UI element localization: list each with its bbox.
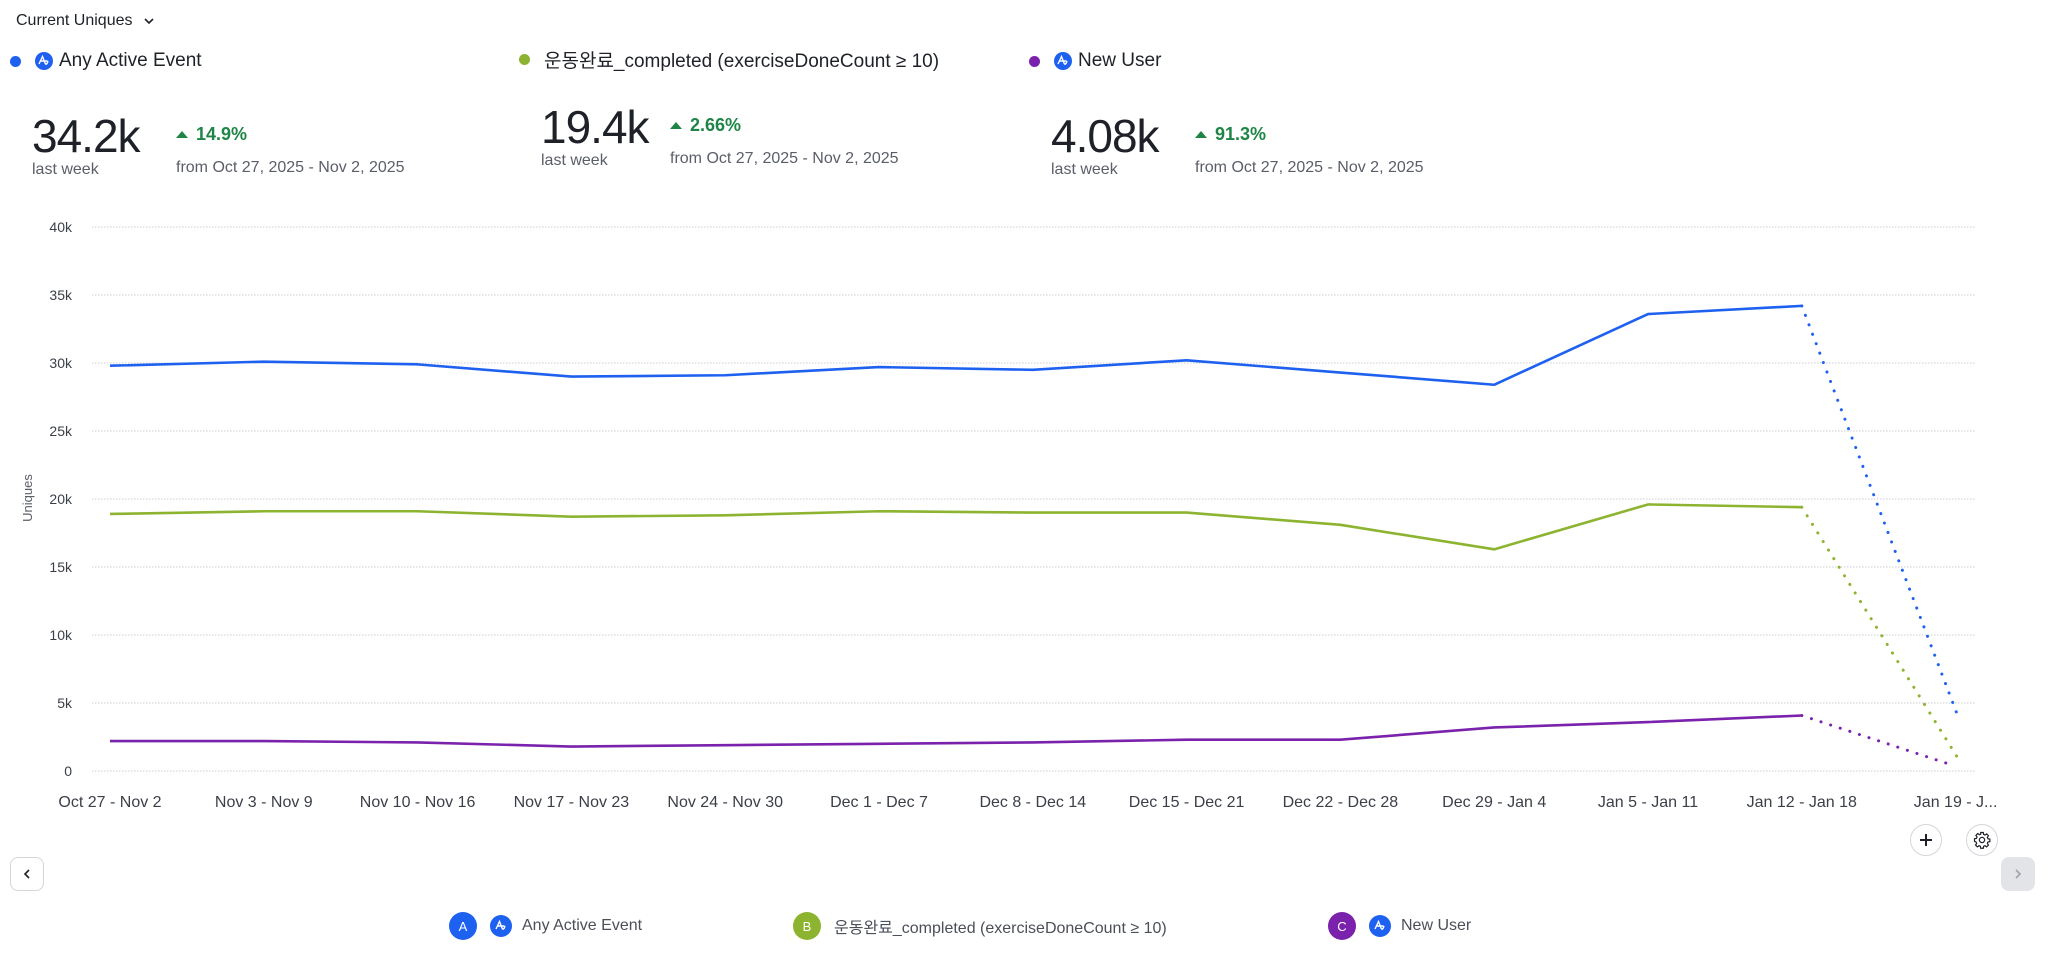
x-tick-label: Jan 5 - Jan 11 [1598, 794, 1698, 811]
kpi-a: 34.2k last week [32, 110, 141, 179]
y-tick-label: 10k [49, 627, 73, 643]
y-tick-label: 15k [49, 559, 73, 575]
x-tick-label: Jan 19 - J... [1914, 794, 1998, 811]
amplitude-event-icon [490, 915, 512, 937]
series-name: New User [1078, 50, 1162, 71]
x-tick-label: Nov 17 - Nov 23 [514, 794, 630, 811]
series-color-dot [519, 54, 530, 65]
legend-item-b[interactable]: B 운동완료_completed (exerciseDoneCount ≥ 10… [793, 912, 1167, 940]
series-color-dot [10, 55, 21, 67]
kpi-delta-a: 14.9% from Oct 27, 2025 - Nov 2, 2025 [176, 124, 405, 177]
series-header-c[interactable]: New User [1029, 50, 1161, 72]
series-badge: C [1328, 912, 1356, 940]
previous-page-button[interactable] [10, 857, 44, 891]
series-name: 운동완료_completed (exerciseDoneCount ≥ 10) [544, 51, 940, 72]
x-tick-label: Dec 15 - Dec 21 [1129, 794, 1245, 811]
arrow-up-icon [176, 131, 188, 138]
series-badge: A [449, 912, 477, 940]
arrow-up-icon [1195, 131, 1207, 138]
y-tick-label: 40k [49, 219, 73, 235]
settings-button[interactable] [1966, 824, 1998, 856]
delta-percent: 14.9% [196, 124, 248, 144]
x-tick-label: Dec 1 - Dec 7 [830, 794, 928, 811]
plus-icon [1920, 834, 1932, 846]
y-tick-label: 25k [49, 423, 73, 439]
chevron-left-icon [23, 869, 30, 879]
kpi-delta-c: 91.3% from Oct 27, 2025 - Nov 2, 2025 [1195, 124, 1424, 177]
x-tick-label: Nov 24 - Nov 30 [667, 794, 783, 811]
legend-item-a[interactable]: A Any Active Event [449, 912, 642, 940]
series-incomplete-segment [1800, 505, 1959, 758]
x-tick-label: Jan 12 - Jan 18 [1747, 794, 1857, 811]
kpi-value: 34.2k [32, 110, 141, 162]
y-tick-label: 0 [64, 763, 72, 779]
x-tick-label: Dec 29 - Jan 4 [1442, 794, 1546, 811]
delta-from-range: from Oct 27, 2025 - Nov 2, 2025 [1195, 159, 1424, 176]
amplitude-event-icon [35, 52, 53, 70]
arrow-up-icon [670, 122, 682, 129]
series-header-b[interactable]: 운동완료_completed (exerciseDoneCount ≥ 10) [519, 46, 939, 73]
x-tick-label: Oct 27 - Nov 2 [58, 794, 161, 811]
delta-percent: 2.66% [690, 115, 742, 135]
chevron-right-icon [2015, 869, 2022, 879]
kpi-delta-b: 2.66% from Oct 27, 2025 - Nov 2, 2025 [670, 115, 899, 168]
delta-from-range: from Oct 27, 2025 - Nov 2, 2025 [176, 159, 405, 176]
kpi-period: last week [541, 152, 608, 169]
series-line-new-user [110, 714, 1802, 748]
series-incomplete-segment [1800, 714, 1956, 768]
line-chart[interactable]: 0 5k 10k 15k 20k 25k 30k 35k 40k Oct 27 - Nov 2 N… [0, 200, 2048, 820]
kpi-c: 4.08k last week [1051, 110, 1160, 179]
metric-selector-dropdown[interactable]: Current Uniques [16, 12, 155, 30]
kpi-value: 4.08k [1051, 110, 1160, 162]
x-tick-label: Nov 3 - Nov 9 [215, 794, 313, 811]
y-tick-label: 5k [57, 695, 73, 711]
y-tick-label: 30k [49, 355, 73, 371]
x-tick-label: Dec 22 - Dec 28 [1283, 794, 1399, 811]
series-badge: B [793, 912, 821, 940]
legend-label: New User [1401, 917, 1472, 934]
y-axis-label: Uniques [20, 474, 35, 522]
kpi-period: last week [1051, 161, 1118, 178]
y-tick-label: 20k [49, 491, 73, 507]
series-line-any-active-event [109, 304, 1802, 387]
delta-percent: 91.3% [1215, 124, 1267, 144]
x-tick-label: Nov 10 - Nov 16 [360, 794, 476, 811]
series-name: Any Active Event [59, 50, 202, 71]
legend-item-c[interactable]: C New User [1328, 912, 1471, 940]
series-incomplete-segment [1800, 304, 1962, 723]
kpi-period: last week [32, 161, 99, 178]
x-tick-label: Dec 8 - Dec 14 [979, 794, 1086, 811]
y-tick-label: 35k [49, 287, 73, 303]
kpi-value: 19.4k [541, 101, 650, 153]
metric-selector-label: Current Uniques [16, 12, 133, 29]
amplitude-event-icon [1369, 915, 1391, 937]
legend-label: Any Active Event [522, 917, 643, 934]
legend-label: 운동완료_completed (exerciseDoneCount ≥ 10) [834, 920, 1167, 937]
series-color-dot [1029, 55, 1040, 67]
delta-from-range: from Oct 27, 2025 - Nov 2, 2025 [670, 150, 899, 167]
next-page-button[interactable] [2001, 857, 2035, 891]
add-button[interactable] [1910, 824, 1942, 856]
kpi-b: 19.4k last week [541, 101, 650, 170]
series-header-a[interactable]: Any Active Event [10, 50, 202, 72]
amplitude-event-icon [1054, 52, 1072, 70]
chevron-down-icon [143, 18, 154, 25]
gear-icon [1973, 831, 1991, 849]
series-line--completed-exercisedonecount-10- [109, 503, 1802, 551]
